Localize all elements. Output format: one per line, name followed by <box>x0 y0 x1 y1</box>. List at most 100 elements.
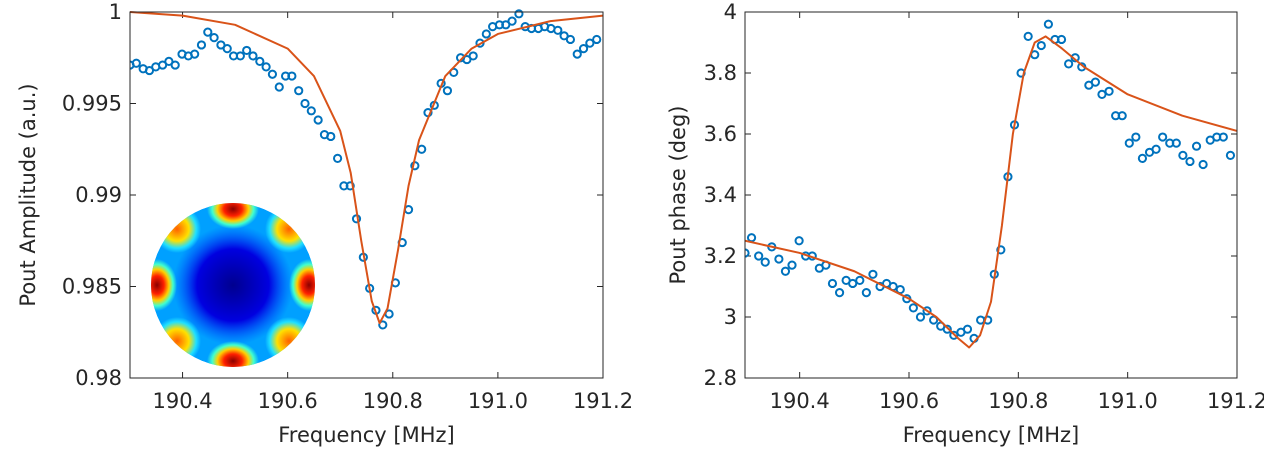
data-point <box>929 315 939 325</box>
data-point <box>481 29 491 39</box>
data-point <box>417 144 427 154</box>
data-point <box>1124 138 1134 148</box>
x-tick-label: 190.8 <box>363 389 423 413</box>
y-tick-label: 0.99 <box>75 183 122 207</box>
axes-box <box>744 11 1238 379</box>
data-point <box>949 330 959 340</box>
data-point <box>248 51 258 61</box>
x-tick-label: 190.8 <box>988 389 1048 413</box>
data-point <box>1090 77 1101 87</box>
data-point <box>209 33 219 43</box>
axes: 0.98 0.985 0.99 0.995 1 190.4 190.6 190.8 191.0 1… <box>16 0 633 447</box>
x-tick-label: 191.0 <box>468 389 528 413</box>
data-point <box>1043 19 1054 29</box>
data-point <box>1191 141 1202 151</box>
data-point <box>565 34 576 45</box>
data-point <box>131 58 141 68</box>
data-point <box>235 51 245 61</box>
data-point <box>1097 89 1107 99</box>
data-point <box>1185 156 1195 167</box>
data-point <box>1064 59 1074 69</box>
data-point <box>1171 138 1181 148</box>
data-point <box>326 131 336 142</box>
y-tick-label: 2.8 <box>704 366 737 390</box>
data-point <box>1131 132 1141 142</box>
data-point <box>962 324 973 334</box>
data-point <box>332 153 343 163</box>
data-point <box>313 115 323 125</box>
data-point <box>1023 31 1033 42</box>
data-point <box>774 254 784 264</box>
y-tick-label: 4 <box>724 0 737 24</box>
axes: 2.8 3 3.2 3.4 3.6 3.8 4 190.4 190.6 190.8 191.0 191… <box>666 0 1264 447</box>
data-point <box>834 288 845 298</box>
data-point <box>1225 150 1236 160</box>
data-point <box>592 34 602 45</box>
data-point <box>827 278 838 289</box>
mode-shape-inset <box>151 203 315 367</box>
data-point <box>861 288 871 298</box>
data-point <box>922 306 932 316</box>
x-tick-label: 191.2 <box>1207 389 1264 413</box>
data-point <box>895 284 905 295</box>
plot-marks <box>130 9 604 330</box>
data-point <box>170 60 180 70</box>
data-point <box>300 98 310 109</box>
x-axis-label: Frequency [MHz] <box>278 423 454 447</box>
data-point <box>306 106 316 116</box>
data-point <box>294 86 304 96</box>
y-tick-label: 3.2 <box>704 244 737 268</box>
y-tick-label: 3.4 <box>704 183 737 207</box>
y-tick-label: 1 <box>109 0 122 24</box>
data-point <box>274 82 284 92</box>
data-point <box>1158 132 1168 142</box>
data-point <box>468 51 478 61</box>
data-point <box>1036 40 1046 51</box>
data-point <box>578 44 589 54</box>
x-tick-label: 191.0 <box>1098 389 1158 413</box>
data-point <box>261 62 271 72</box>
data-point <box>196 40 207 50</box>
y-axis-label: Pout Amplitude (a.u.) <box>16 83 40 306</box>
data-point <box>585 38 595 48</box>
data-point <box>787 260 797 270</box>
data-point <box>222 44 232 54</box>
y-tick-label: 0.98 <box>75 366 122 390</box>
data-point <box>760 257 770 267</box>
data-point <box>855 275 865 285</box>
data-point <box>780 266 791 276</box>
data-point <box>754 251 764 261</box>
data-point <box>514 9 524 19</box>
y-tick-label: 3 <box>724 305 737 329</box>
x-tick-label: 190.6 <box>258 389 318 413</box>
plot-marks <box>745 19 1238 349</box>
data-point <box>908 303 918 313</box>
data-point <box>1178 150 1188 160</box>
data-point <box>345 181 355 191</box>
data-point <box>442 86 453 96</box>
x-tick-label: 190.6 <box>879 389 939 413</box>
data-point <box>868 269 878 279</box>
data-point <box>242 45 252 56</box>
y-tick-label: 3.6 <box>704 122 737 146</box>
x-tick-label: 190.4 <box>152 389 212 413</box>
data-point <box>915 312 926 322</box>
data-point <box>255 56 265 67</box>
y-tick-label: 0.995 <box>62 92 122 116</box>
data-point <box>1104 86 1114 96</box>
data-point <box>203 27 213 37</box>
data-point <box>267 69 278 79</box>
data-point <box>942 324 952 334</box>
data-point <box>475 38 485 48</box>
fit-line <box>130 11 604 325</box>
y-tick-label: 0.985 <box>62 275 122 299</box>
data-point <box>1117 111 1127 121</box>
data-point <box>1198 159 1208 170</box>
data-point <box>1151 144 1161 154</box>
fit-line <box>745 35 1238 349</box>
data-point <box>378 320 388 330</box>
data-point <box>507 16 517 26</box>
data-point <box>996 245 1006 255</box>
x-axis-label: Frequency [MHz] <box>903 423 1079 447</box>
data-point <box>1218 132 1228 142</box>
